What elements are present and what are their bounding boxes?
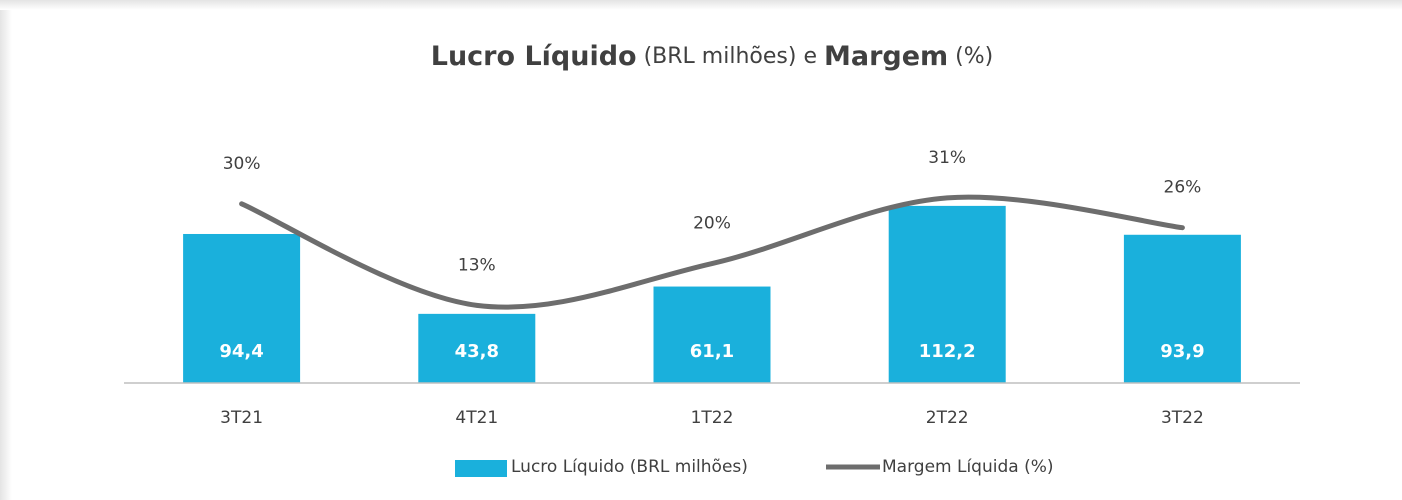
x-tick-label: 1T22 xyxy=(691,408,734,428)
x-tick-label: 2T22 xyxy=(926,408,969,428)
line xyxy=(239,194,1185,310)
line-value-label: 13% xyxy=(458,255,496,275)
bar-value-label: 93,9 xyxy=(1160,341,1204,362)
title-part: (%) xyxy=(955,44,993,69)
x-tick-label: 3T22 xyxy=(1161,408,1204,428)
legend-label: Lucro Líquido (BRL milhões) xyxy=(511,457,748,477)
bar xyxy=(183,233,301,383)
bar xyxy=(1123,234,1241,383)
line-value-label: 26% xyxy=(1164,178,1202,198)
title-part: Margem xyxy=(824,41,948,72)
bar xyxy=(418,313,536,383)
chart-title: Lucro Líquido (BRL milhões) e Margem (%) xyxy=(431,41,994,72)
bar-value-label: 43,8 xyxy=(455,341,499,362)
title-part: Lucro Líquido xyxy=(431,41,637,72)
line-value-label: 20% xyxy=(693,214,731,234)
x-tick-label: 4T21 xyxy=(455,408,498,428)
frame-shadow xyxy=(0,0,12,500)
bar-value-label: 112,2 xyxy=(919,341,976,362)
bar-value-label: 61,1 xyxy=(690,341,734,362)
bar xyxy=(888,205,1006,383)
legend-label: Margem Líquida (%) xyxy=(882,457,1054,477)
x-tick-label: 3T21 xyxy=(220,408,263,428)
line-value-label: 30% xyxy=(223,154,261,174)
title-part: (BRL milhões) e xyxy=(644,44,817,69)
bar xyxy=(653,286,771,383)
legend-swatch xyxy=(455,460,507,477)
bar-value-label: 94,4 xyxy=(219,341,263,362)
frame-shadow xyxy=(0,0,1402,10)
line-value-label: 31% xyxy=(928,148,966,168)
